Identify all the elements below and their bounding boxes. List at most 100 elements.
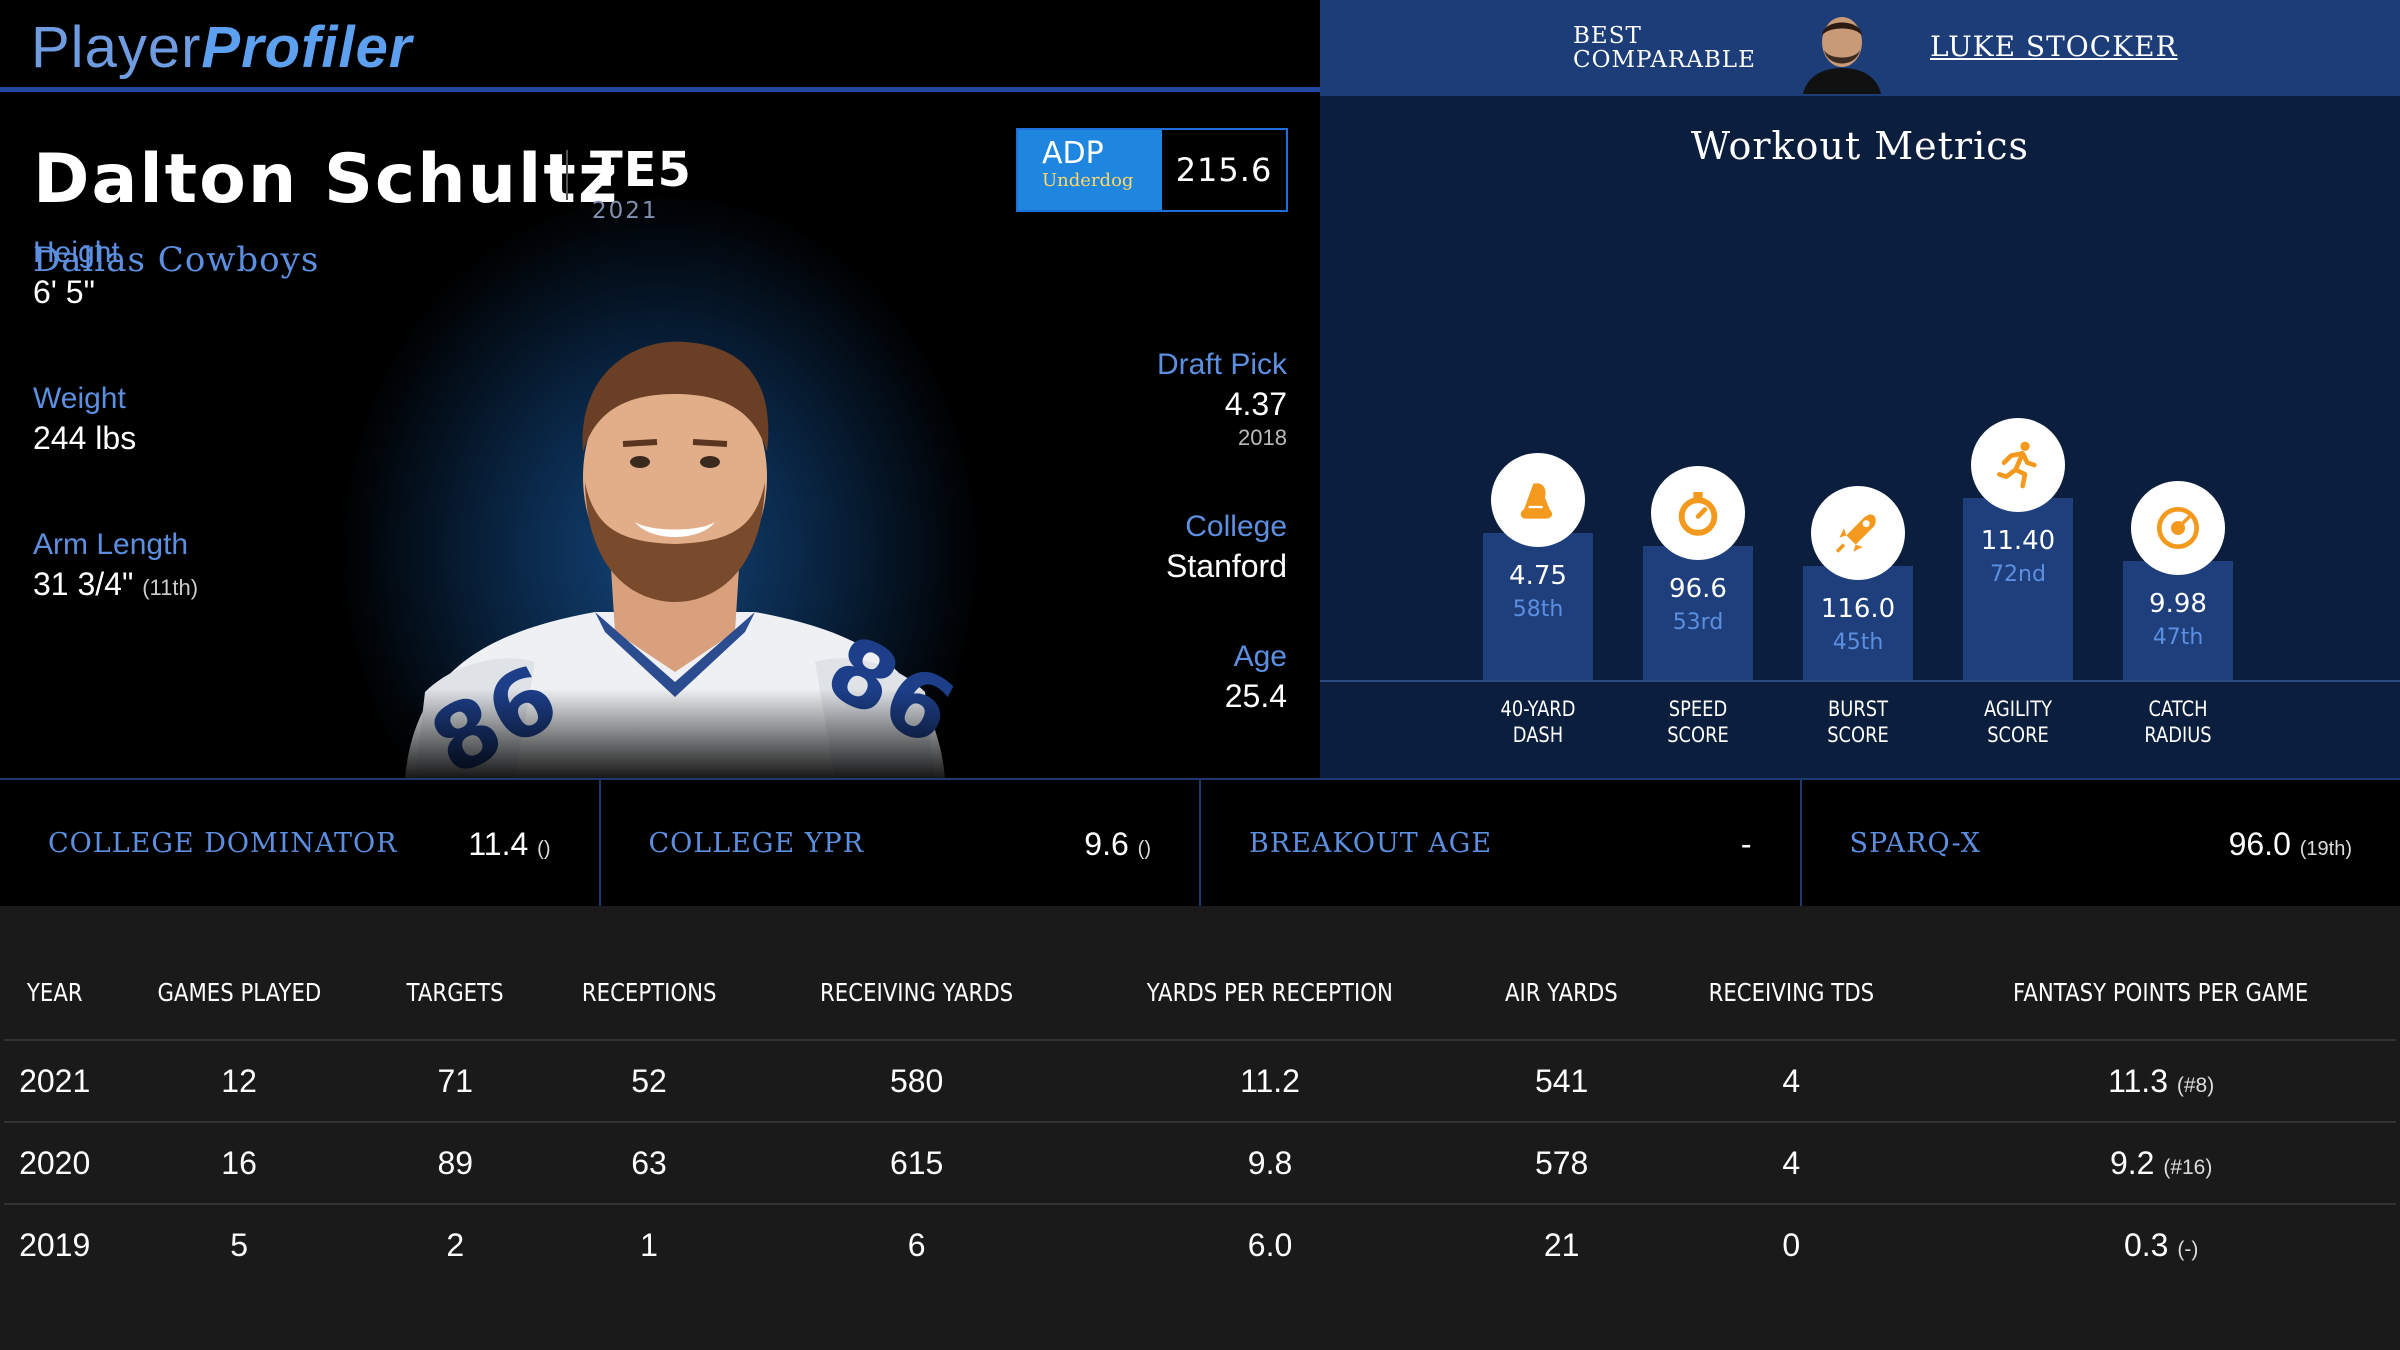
draft-pick-stat: Draft Pick 4.37 2018	[1157, 348, 1287, 451]
college-stats-row: COLLEGE DOMINATOR 11.4 () COLLEGE YPR 9.…	[0, 778, 2400, 906]
workout-metric-speed[interactable]: 96.6 53rd SPEED SCORE	[1643, 96, 1753, 778]
player-team[interactable]: Dallas Cowboys	[33, 240, 320, 280]
college-value: Stanford	[1166, 548, 1287, 584]
column-header-yards-per-reception[interactable]: YARDS PER RECEPTION	[1072, 946, 1468, 1041]
column-header-games-played[interactable]: GAMES PLAYED	[105, 946, 373, 1041]
workout-metric-label-line1: AGILITY	[1983, 697, 2052, 721]
table-cell: 71	[372, 1040, 538, 1123]
shoe-icon	[1520, 483, 1553, 519]
arm-length-value-wrap: 31 3/4" (11th)	[33, 566, 198, 603]
breakout-age-value: -	[1740, 826, 1752, 862]
sparq-x-label[interactable]: SPARQ-X	[1849, 828, 1982, 859]
table-cell: 11.2	[1072, 1040, 1468, 1123]
column-header-text: RECEPTIONS	[581, 977, 717, 1007]
workout-metric-label-line1: 40-YARD	[1500, 697, 1576, 721]
college-dominator-cell: COLLEGE DOMINATOR 11.4 ()	[0, 780, 601, 906]
workout-metric-label-line2: SCORE	[1827, 723, 1889, 747]
workout-metric-label: BURST SCORE	[1794, 696, 1922, 748]
workout-metric-label-line1: CATCH	[2148, 697, 2208, 721]
workout-metric-value: 9.98	[2149, 589, 2207, 619]
table-cell: 6.0	[1247, 1227, 1293, 1263]
workout-metric-label-line2: SCORE	[1987, 723, 2049, 747]
height-label: Height	[33, 236, 120, 269]
breakout-age-value-wrap: -	[1741, 826, 1752, 863]
college-ypr-rank: ()	[1137, 838, 1151, 860]
workout-metric-label-line2: DASH	[1512, 723, 1564, 747]
age-stat: Age 25.4	[1225, 640, 1287, 715]
table-cell: 541	[1467, 1040, 1657, 1123]
age-label: Age	[1233, 640, 1287, 673]
column-header-text: RECEIVING YARDS	[820, 977, 1014, 1007]
college-ypr-label[interactable]: COLLEGE YPR	[648, 828, 865, 859]
workout-metric-rank: 45th	[1832, 630, 1884, 655]
table-cell: 11.3 (#8)	[1926, 1040, 2396, 1123]
column-header-targets[interactable]: TARGETS	[372, 946, 538, 1041]
college-dominator-label[interactable]: COLLEGE DOMINATOR	[48, 828, 398, 859]
workout-metric-label-line1: BURST	[1828, 697, 1888, 721]
sparq-x-cell: SPARQ-X 96.0 (19th)	[1802, 780, 2400, 906]
best-comparable-bar: BEST COMPARABLE LUKE STOCKER	[1320, 0, 2400, 96]
adp-label-box: ADP Underdog	[1018, 130, 1162, 210]
column-header-text: RECEIVING TDS	[1708, 977, 1874, 1007]
best-comparable-label: BEST COMPARABLE	[1573, 24, 1756, 72]
column-header-air-yards[interactable]: AIR YARDS	[1467, 946, 1657, 1041]
workout-metric-label-line2: RADIUS	[2144, 723, 2212, 747]
best-comparable-name-link[interactable]: LUKE STOCKER	[1930, 30, 2178, 63]
season-stats-section: YEAR GAMES PLAYED TARGETS RECEPTIONS RECEIVI…	[0, 906, 2400, 1350]
sparq-x-value: 96.0	[2228, 826, 2291, 862]
arm-length-value: 31 3/4"	[33, 566, 134, 602]
workout-metric-label: 40-YARD DASH	[1474, 696, 1602, 748]
weight-stat: Weight 244 lbs	[33, 382, 136, 457]
workout-metric-rank: 53rd	[1672, 610, 1724, 635]
table-body: 2021 12 71 52 580 11.2 541 4 11.3 (#8) 2020 16 89 63…	[4, 1040, 2396, 1286]
workout-metric-40-yard[interactable]: 4.75 58th 40-YARD DASH	[1483, 96, 1593, 778]
college-label: College	[1185, 510, 1287, 543]
breakout-age-label[interactable]: BREAKOUT AGE	[1249, 828, 1493, 859]
workout-metric-value: 96.6	[1669, 574, 1727, 604]
table-cell: 4	[1656, 1040, 1927, 1123]
runner-icon	[1997, 441, 2037, 489]
draft-pick-label: Draft Pick	[1156, 348, 1287, 381]
column-header-fantasy-points-per-game[interactable]: FANTASY POINTS PER GAME	[1926, 946, 2396, 1041]
workout-metrics-panel: Workout Metrics 4.75 58th 40-YARD DASH 96.6 5…	[1320, 96, 2400, 778]
adp-source: Underdog	[1042, 170, 1134, 191]
column-header-text: YEAR	[26, 977, 83, 1007]
column-header-text: YARDS PER RECEPTION	[1146, 977, 1394, 1007]
table-cell: 580	[760, 1040, 1073, 1123]
table-cell: 6	[907, 1227, 926, 1263]
adp-badge: ADP Underdog 215.6	[1016, 128, 1288, 212]
workout-metric-agility[interactable]: 11.40 72nd AGILITY SCORE	[1963, 96, 2073, 778]
table-cell: 2019	[19, 1227, 91, 1263]
column-header-receiving-tds[interactable]: RECEIVING TDS	[1656, 946, 1927, 1041]
sparq-x-rank: (19th)	[2299, 838, 2352, 860]
column-header-text: GAMES PLAYED	[157, 977, 321, 1007]
table-cell: 4	[1656, 1122, 1927, 1205]
workout-metric-burst[interactable]: 116.0 45th BURST SCORE	[1803, 96, 1913, 778]
draft-pick-value: 4.37	[1224, 386, 1287, 422]
target-icon-badge	[2131, 481, 2225, 575]
column-header-text: AIR YARDS	[1505, 977, 1619, 1007]
column-header-text: FANTASY POINTS PER GAME	[2013, 977, 2309, 1007]
college-ypr-value-wrap: 9.6 ()	[1084, 826, 1151, 863]
season-stats-table: YEAR GAMES PLAYED TARGETS RECEPTIONS RECEIVI…	[4, 946, 2396, 1286]
workout-metric-rank: 72nd	[1990, 562, 2046, 587]
table-cell: 1	[640, 1227, 658, 1263]
table-cell: 578	[1467, 1122, 1657, 1205]
table-cell: 2021	[4, 1040, 106, 1123]
workout-metric-rank: 58th	[1512, 597, 1564, 622]
player-hero: Dalton Schultz TE5 2021 Dallas Cowboys A…	[0, 92, 1320, 778]
name-separator	[566, 150, 568, 200]
player-photo: 86 86	[395, 332, 955, 778]
college-dominator-value-wrap: 11.4 ()	[468, 826, 550, 863]
column-header-year[interactable]: YEAR	[4, 946, 106, 1041]
table-cell: 89	[372, 1122, 538, 1205]
column-header-receiving-yards[interactable]: RECEIVING YARDS	[760, 946, 1073, 1041]
workout-metric-catch[interactable]: 9.98 47th CATCH RADIUS	[2123, 96, 2233, 778]
player-season: 2021	[592, 198, 659, 224]
stopwatch-icon	[1678, 492, 1718, 536]
table-cell: 16	[105, 1122, 373, 1205]
shoe-icon-badge	[1491, 453, 1585, 547]
runner-icon-badge	[1971, 418, 2065, 512]
player-profiler-logo[interactable]: PlayerProfiler	[31, 14, 412, 81]
column-header-receptions[interactable]: RECEPTIONS	[537, 946, 761, 1041]
